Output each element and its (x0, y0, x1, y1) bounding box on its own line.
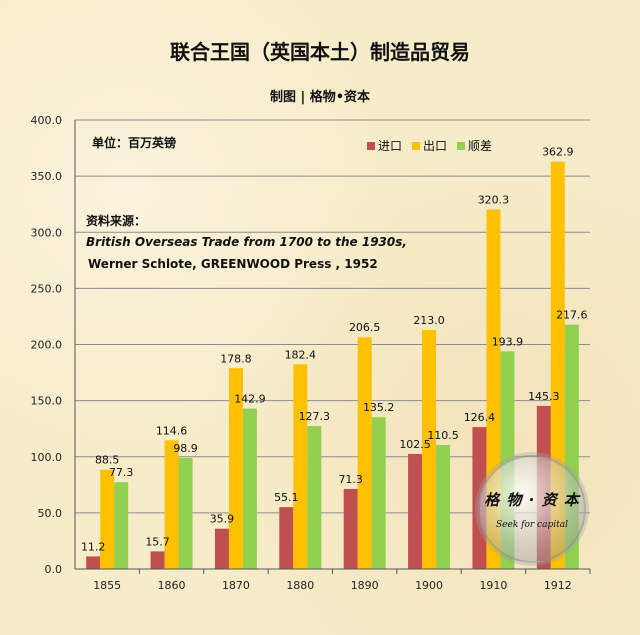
legend-item-export: 出口 (412, 137, 447, 154)
x-tick-label: 1912 (544, 579, 572, 592)
y-tick-label: 400.0 (31, 114, 63, 127)
legend-swatch-import (367, 141, 375, 150)
data-label-surplus-1860: 98.9 (173, 442, 198, 455)
legend-label-export: 出口 (423, 139, 448, 153)
data-label-surplus-1870: 142.9 (234, 393, 266, 406)
y-tick-label: 150.0 (31, 395, 63, 408)
data-label-surplus-1880: 127.3 (299, 410, 331, 423)
legend-label-surplus: 顺差 (468, 139, 493, 153)
data-label-surplus-1855: 77.3 (109, 466, 134, 479)
bar-export-1900 (422, 329, 437, 569)
legend-swatch-export (412, 141, 421, 150)
bar-import-1855 (86, 556, 101, 569)
bar-surplus-1900 (436, 444, 451, 569)
y-tick-label: 50.0 (38, 507, 63, 520)
y-tick-label: 0.0 (45, 563, 63, 576)
y-axis: 0.0 50.0 100.0 150.0 200.0 250.0 300.0 350.0 400… (31, 114, 76, 576)
source-heading: 资料来源： (86, 214, 147, 228)
bar-surplus-1890 (371, 417, 386, 569)
bar-export-1870 (228, 368, 243, 569)
bar-export-1855 (100, 469, 115, 569)
data-label-import-1860: 15.7 (145, 535, 170, 548)
data-label-export-1900: 213.0 (413, 314, 445, 327)
unit-label: 单位：百万英镑 (92, 136, 177, 150)
bar-export-1890 (357, 337, 372, 569)
watermark-seal: 格 物 · 资 本 Seek for capital (478, 455, 586, 563)
y-tick-label: 200.0 (31, 339, 63, 352)
data-label-surplus-1910: 193.9 (492, 335, 524, 348)
x-tick-label: 1860 (158, 579, 186, 592)
bar-surplus-1860 (178, 457, 193, 569)
bars (86, 161, 579, 569)
bar-import-1890 (343, 488, 358, 569)
data-label-export-1890: 206.5 (349, 321, 381, 334)
source-line-1: British Overseas Trade from 1700 to the … (86, 235, 407, 249)
x-tick-label: 1900 (415, 579, 443, 592)
data-label-import-1900: 102.5 (399, 438, 431, 451)
bar-export-1860 (164, 440, 179, 569)
data-label-import-1890: 71.3 (338, 473, 363, 486)
data-label-import-1910: 126.4 (464, 411, 496, 424)
bar-surplus-1855 (114, 482, 129, 569)
legend-item-import: 进口 (367, 137, 402, 154)
legend-swatch-surplus (457, 141, 466, 150)
data-label-import-1880: 55.1 (274, 491, 299, 504)
data-label-surplus-1890: 135.2 (363, 401, 395, 414)
y-tick-label: 350.0 (31, 170, 63, 183)
data-label-export-1870: 178.8 (220, 352, 252, 365)
data-label-export-1860: 114.6 (156, 424, 188, 437)
data-label-export-1912: 362.9 (542, 146, 574, 159)
data-label-surplus-1912: 217.6 (556, 309, 588, 322)
x-tick-label: 1910 (479, 579, 507, 592)
legend-label-import: 进口 (378, 139, 403, 153)
legend: 进口 出口 顺差 (367, 137, 492, 154)
x-tick-label: 1870 (222, 579, 250, 592)
bar-import-1880 (279, 507, 294, 569)
x-tick-label: 1880 (286, 579, 314, 592)
data-label-export-1880: 182.4 (285, 348, 317, 361)
y-tick-label: 100.0 (31, 451, 63, 464)
y-tick-label: 300.0 (31, 226, 63, 239)
bar-import-1860 (150, 551, 165, 569)
bar-export-1880 (293, 364, 308, 569)
data-label-export-1855: 88.5 (95, 454, 120, 467)
x-axis: 1855 1860 1870 1880 1890 1900 1910 1912 (75, 568, 591, 592)
bar-import-1870 (214, 528, 229, 569)
chart-title: 联合王国（英国本土）制造品贸易 (170, 40, 470, 64)
chart-subtitle: 制图 | 格物•资本 (269, 90, 371, 105)
data-labels: 11.2 88.577.3 15.7 114.6 98.9 35.9 178.8 142.9 5… (81, 146, 588, 554)
data-label-surplus-1900: 110.5 (427, 429, 459, 442)
legend-item-surplus: 顺差 (457, 137, 492, 154)
watermark-main-text: 格 物 · 资 本 (484, 491, 580, 509)
y-tick-label: 250.0 (31, 282, 63, 295)
bar-surplus-1870 (242, 408, 257, 569)
bar-import-1900 (408, 453, 423, 569)
x-tick-label: 1890 (351, 579, 379, 592)
data-label-import-1855: 11.2 (81, 540, 106, 553)
x-tick-label: 1855 (93, 579, 121, 592)
watermark-sub-text: Seek for capital (496, 520, 568, 530)
data-label-import-1870: 35.9 (210, 513, 235, 526)
bar-surplus-1880 (307, 426, 322, 569)
data-label-export-1910: 320.3 (478, 193, 510, 206)
data-label-import-1912: 145.3 (528, 390, 560, 403)
source-line-2: Werner Schlote, GREENWOOD Press , 1952 (88, 257, 378, 271)
